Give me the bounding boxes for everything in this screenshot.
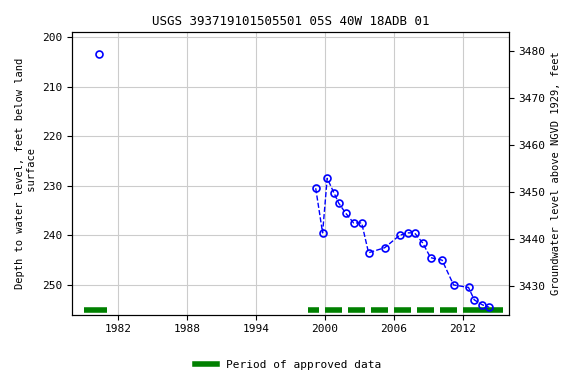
Title: USGS 393719101505501 05S 40W 18ADB 01: USGS 393719101505501 05S 40W 18ADB 01 [151,15,429,28]
Y-axis label: Groundwater level above NGVD 1929, feet: Groundwater level above NGVD 1929, feet [551,51,561,295]
Legend: Period of approved data: Period of approved data [191,356,385,375]
Y-axis label: Depth to water level, feet below land
 surface: Depth to water level, feet below land su… [15,58,37,289]
